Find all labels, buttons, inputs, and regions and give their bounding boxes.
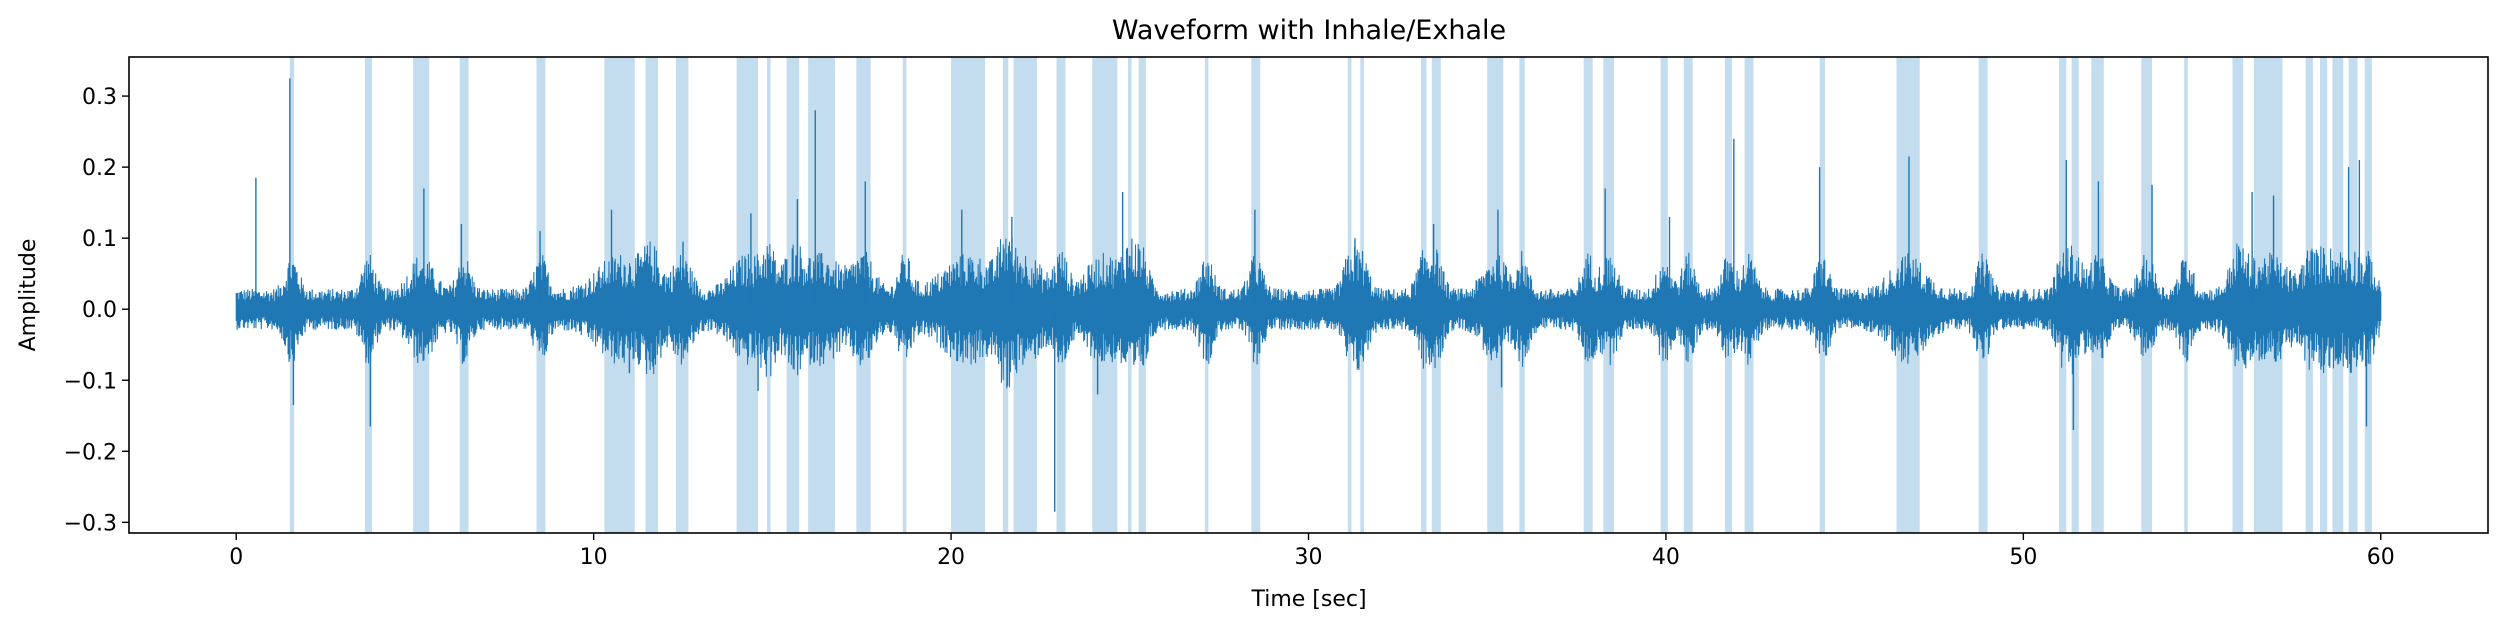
- x-tick-label: 0: [229, 545, 243, 570]
- x-axis: 0 10 20 30 40 50 60: [229, 533, 2395, 570]
- x-tick-label: 60: [2367, 545, 2395, 570]
- x-tick-label: 40: [1652, 545, 1680, 570]
- y-tick-label: −0.3: [64, 511, 117, 536]
- y-tick-label: 0.0: [82, 298, 117, 323]
- waveform-line: [235, 237, 2382, 389]
- x-axis-title: Time [sec]: [1250, 587, 1366, 612]
- y-axis: −0.3 −0.2 −0.1 0.0 0.1 0.2 0.3: [64, 85, 129, 536]
- waveform-series: [235, 78, 2382, 512]
- y-tick-label: 0.3: [82, 85, 117, 110]
- y-tick-label: −0.1: [64, 369, 117, 394]
- chart-title: Waveform with Inhale/Exhale: [1112, 15, 1506, 46]
- x-tick-label: 30: [1295, 545, 1323, 570]
- y-tick-label: 0.1: [82, 227, 117, 252]
- x-tick-label: 10: [580, 545, 608, 570]
- y-tick-label: 0.2: [82, 156, 117, 181]
- x-tick-label: 50: [2009, 545, 2037, 570]
- y-axis-title: Amplitude: [16, 239, 41, 352]
- y-tick-label: −0.2: [64, 440, 117, 465]
- x-tick-label: 20: [937, 545, 965, 570]
